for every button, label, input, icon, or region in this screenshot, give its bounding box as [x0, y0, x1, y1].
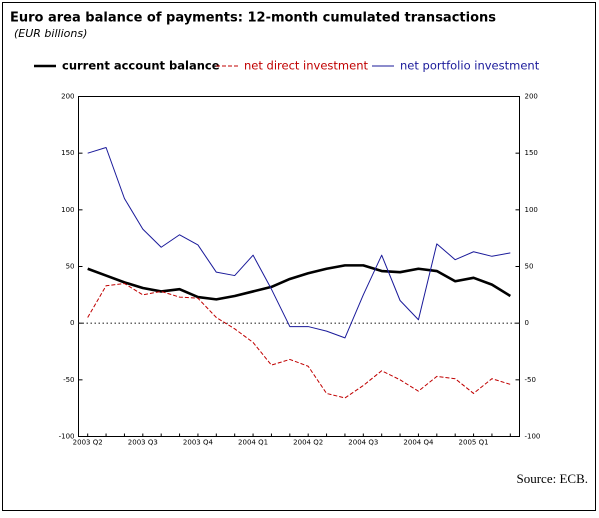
x-tick-label: 2003 Q3 — [128, 439, 158, 447]
y-tick-label: 100 — [61, 206, 74, 214]
frame — [2, 2, 596, 511]
x-tick-label: 2004 Q3 — [348, 439, 378, 447]
legend-label: net direct investment — [244, 59, 368, 73]
x-tick-label: 2003 Q4 — [183, 439, 214, 447]
x-tick-label: 2003 Q2 — [73, 439, 103, 447]
legend-label: current account balance — [62, 59, 220, 73]
y2-tick-label: 0 — [525, 319, 529, 327]
y2-tick-label: 200 — [525, 93, 538, 101]
y-tick-label: 0 — [70, 319, 74, 327]
y-tick-label: -100 — [59, 433, 75, 441]
x-tick-label: 2004 Q2 — [293, 439, 323, 447]
series-line — [87, 283, 511, 399]
y2-tick-label: -100 — [525, 433, 541, 441]
series-line — [87, 264, 511, 301]
x-tick-label: 2004 Q1 — [238, 439, 268, 447]
source: Source: ECB. — [517, 471, 589, 486]
y2-tick-label: 100 — [525, 206, 538, 214]
y2-tick-label: -50 — [525, 376, 536, 384]
x-tick-label: 2005 Q1 — [459, 439, 489, 447]
chart-subtitle: (EUR billions) — [14, 27, 87, 40]
y2-tick-label: 50 — [525, 263, 534, 271]
legend-label: net portfolio investment — [400, 59, 540, 73]
y-tick-label: 50 — [66, 263, 75, 271]
x-tick-label: 2004 Q4 — [403, 439, 434, 447]
y2-tick-label: 150 — [525, 149, 538, 157]
chart-title: Euro area balance of payments: 12-month … — [10, 11, 496, 26]
y-tick-label: -50 — [63, 376, 74, 384]
y-tick-label: 200 — [61, 93, 74, 101]
series-line — [87, 147, 511, 339]
y-tick-label: 150 — [61, 149, 74, 157]
plot-area — [78, 96, 520, 437]
